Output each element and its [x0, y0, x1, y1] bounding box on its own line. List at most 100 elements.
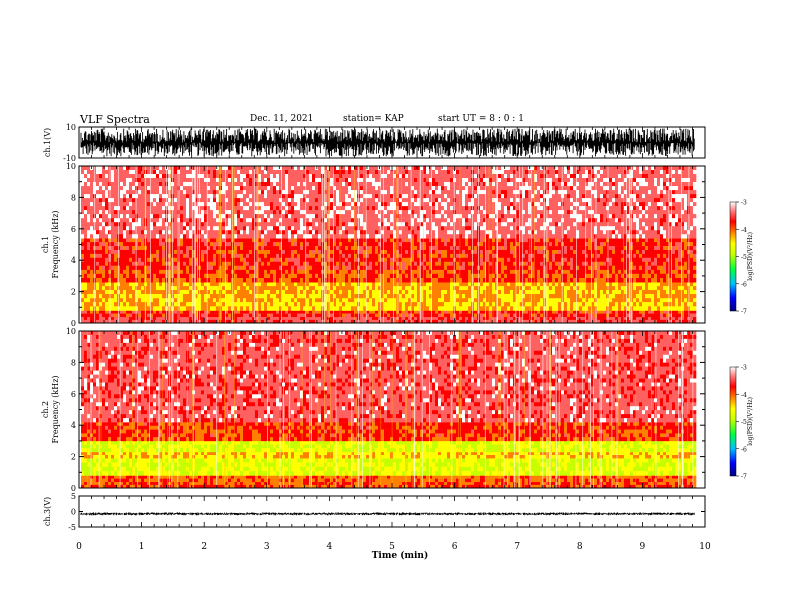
ch1-spectrogram-cell	[348, 313, 352, 318]
ch1-spectrogram-cell	[360, 238, 364, 243]
ch1-spectrogram-cell	[162, 265, 166, 270]
ch1-spectrogram-cell	[342, 273, 346, 279]
ch1-spectrogram-cell	[141, 297, 145, 303]
ch1-spectrogram-cell	[432, 319, 436, 324]
ch1-spectrogram-cell	[129, 286, 133, 291]
ch1-spectrogram-cell	[642, 297, 646, 303]
ch1-spectrogram-cell	[390, 282, 394, 287]
ch1-spectrogram-cell	[660, 242, 664, 247]
ch1-spectrogram-cell	[480, 290, 484, 295]
ch1-spectrogram-cell	[195, 316, 199, 321]
ch1-spectrogram-cell	[546, 265, 550, 270]
ch1-spectrogram-cell	[99, 250, 103, 255]
ch1-spectrogram-cell	[141, 257, 145, 263]
ch1-spectrogram-cell	[573, 294, 577, 299]
ch1-spectrogram-cell	[318, 278, 322, 283]
ch1-spectrogram-cell	[111, 166, 115, 171]
ch1-spectrogram-cell	[669, 250, 673, 255]
ch1-spectrogram-cell	[372, 306, 376, 311]
ch1-spectrogram-cell	[597, 246, 601, 251]
ch1-spectrogram-cell	[420, 253, 424, 259]
ch1-spectrogram-cell	[159, 257, 163, 263]
ch1-spectrogram-cell	[81, 310, 85, 314]
ch1-spectrogram-cell	[627, 282, 631, 287]
ch1-spectrogram-cell	[351, 265, 355, 270]
ch1-spectrogram-cell	[270, 273, 274, 279]
ch1-spectrogram-cell	[384, 246, 388, 251]
ch1-spectrogram-cell	[243, 319, 247, 324]
ch1-spectrogram-cell	[609, 269, 613, 275]
ch1-spectrogram-cell	[600, 278, 604, 283]
ch1-spectrogram-cell	[261, 253, 265, 259]
ch1-spectrogram-cell	[345, 242, 349, 247]
ch1-spectrogram-cell	[672, 297, 676, 303]
ch1-spectrogram-cell	[282, 250, 286, 255]
ch1-spectrogram-cell	[438, 313, 442, 318]
ch1-spectrogram-cell	[651, 273, 655, 279]
ch1-spectrogram-cell	[483, 313, 487, 318]
ch1-spectrogram-cell	[393, 278, 397, 283]
ch1-spectrogram-cell	[303, 250, 307, 255]
ch1-spectrogram-cell	[141, 265, 145, 270]
ch1-spectrogram-cell	[435, 278, 439, 283]
ch1-spectrogram-cell	[489, 257, 493, 263]
ch1-spectrogram-cell	[474, 282, 478, 287]
ch1-spectrogram-cell	[423, 242, 427, 247]
ch1-spectrogram-cell	[159, 238, 163, 243]
ch1-spectrogram-cell	[195, 166, 199, 171]
ch1-spectrogram-cell	[309, 170, 313, 175]
ch1-spectrogram-cell	[561, 170, 565, 175]
ch1-spectrogram-cell	[300, 282, 304, 287]
ch1-spectrogram-cell	[195, 302, 199, 307]
ch1-spectrogram-cell	[192, 166, 196, 171]
ch1-spectrogram-cell	[258, 269, 262, 275]
ch1-spectrogram-cell	[105, 316, 109, 321]
ch1-spectrogram-cell	[333, 297, 337, 303]
ch1-spectrogram-cell	[678, 250, 682, 255]
ch1-spectrogram-cell	[591, 278, 595, 283]
ch1-spectrogram-cell	[447, 250, 451, 255]
ch1-waveform-ytick-label: -10	[63, 154, 76, 163]
ch1-spectrogram-cell	[264, 166, 268, 171]
ch1-spectrogram-cell	[546, 170, 550, 175]
ch1-spectrogram-cell	[525, 290, 529, 295]
ch1-spectrogram-cell	[597, 261, 601, 267]
ch1-spectrogram-cell	[156, 269, 160, 275]
ch1-spectrogram-cell	[453, 282, 457, 287]
ch1-spectrogram-cell	[354, 238, 358, 243]
ch1-spectrogram-cell	[402, 238, 406, 243]
ch1-spectrogram-cell	[207, 250, 211, 255]
ch1-spectrogram-cell	[348, 170, 352, 175]
ch1-spectrogram-cell	[624, 286, 628, 291]
ch1-spectrogram-cell	[582, 246, 586, 251]
ch1-spectrogram-cell	[642, 250, 646, 255]
ch1-spectrogram-cell	[348, 238, 352, 243]
ch1-spectrogram-cell	[87, 302, 91, 307]
ch1-spectrogram-cell	[615, 257, 619, 263]
ch1-spectrogram-cell	[414, 282, 418, 287]
ch1-spectrogram-cell	[618, 286, 622, 291]
ch1-spectrogram-cell	[312, 170, 316, 175]
ch1-spectrogram-cell	[693, 294, 697, 299]
ch1-spectrogram-cell	[447, 166, 451, 171]
ch1-spectrogram-cell	[492, 316, 496, 321]
ch1-spectrogram-cell	[186, 306, 190, 311]
ch1-spectrogram-cell	[363, 246, 367, 251]
ch1-spectrogram-cell	[474, 257, 478, 263]
ch1-spectrogram-cell	[393, 170, 397, 175]
ch1-spectrogram-cell	[297, 302, 301, 307]
ch1-spectrogram-cell	[270, 170, 274, 175]
ch1-spectrogram-cell	[624, 294, 628, 299]
ch1-spectrogram-cell	[234, 170, 238, 175]
ch1-spectrogram-cell	[129, 269, 133, 275]
ch1-spectrogram-cell	[624, 319, 628, 324]
ch1-spectrogram-cell	[666, 290, 670, 295]
ch1-spectrogram-cell	[480, 316, 484, 321]
ch1-spectrogram-cell	[96, 265, 100, 270]
ch1-spectrogram-cell	[462, 313, 466, 318]
ch1-spectrogram-cell	[657, 257, 661, 263]
ch1-spectrogram-cell	[201, 250, 205, 255]
ch1-spectrogram-cell	[300, 261, 304, 267]
ch1-spectrogram-cell	[411, 310, 415, 314]
ch1-spectrogram-cell	[669, 297, 673, 303]
